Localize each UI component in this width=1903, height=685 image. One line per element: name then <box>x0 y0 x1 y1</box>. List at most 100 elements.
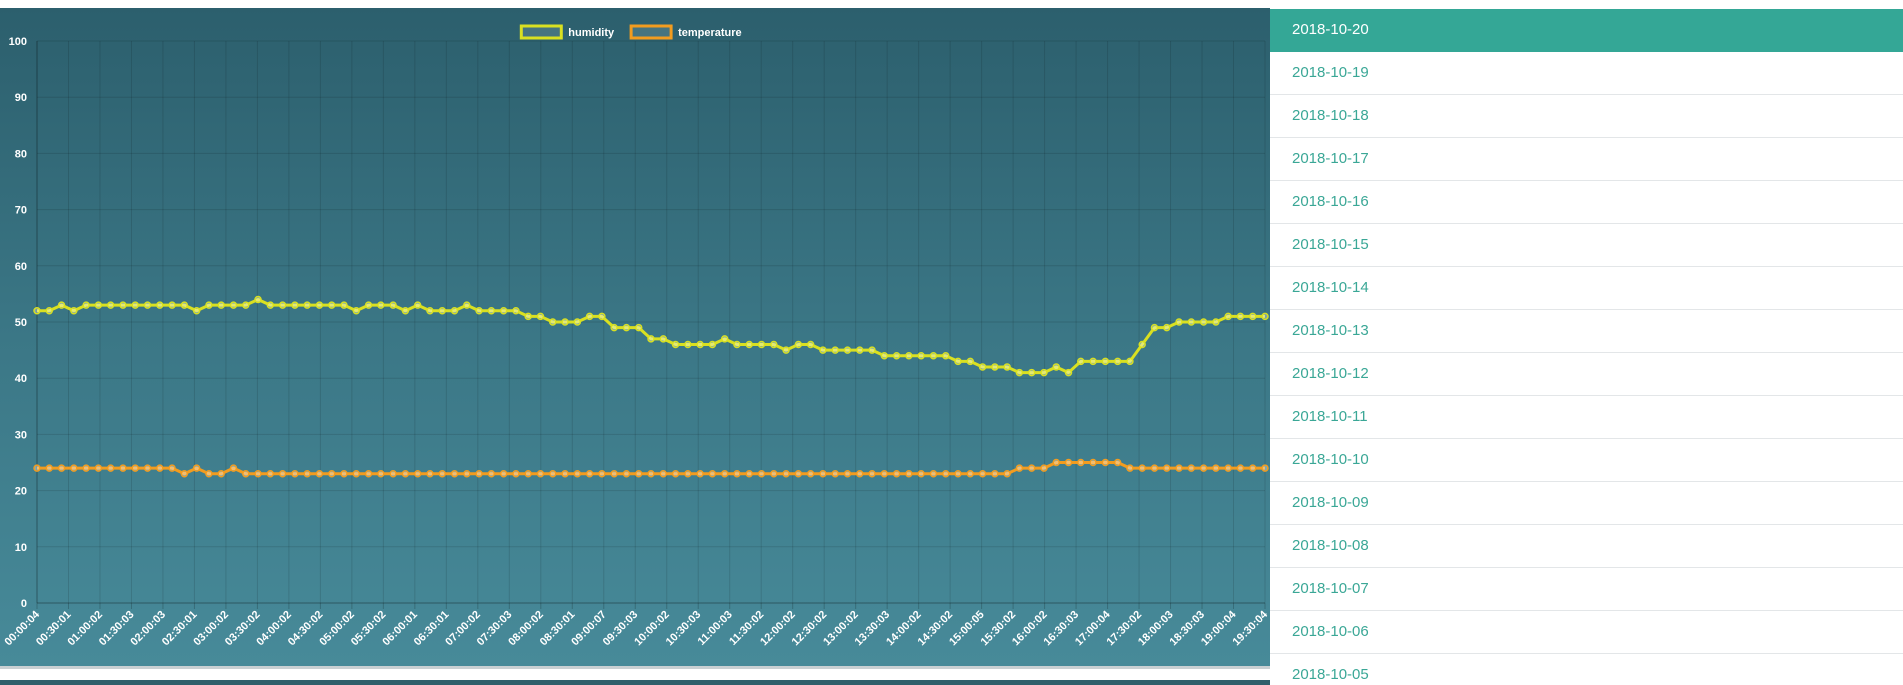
data-point-humidity[interactable] <box>561 318 569 326</box>
data-point-humidity[interactable] <box>180 301 189 309</box>
data-point-temperature[interactable] <box>1052 458 1060 467</box>
data-point-humidity[interactable] <box>389 301 397 309</box>
data-point-temperature[interactable] <box>892 469 901 478</box>
data-point-humidity[interactable] <box>880 351 889 360</box>
data-point-humidity[interactable] <box>57 301 66 309</box>
data-point-humidity[interactable] <box>438 307 446 315</box>
data-point-temperature[interactable] <box>561 469 569 478</box>
data-point-humidity[interactable] <box>806 340 815 349</box>
data-point-temperature[interactable] <box>106 464 115 472</box>
data-point-humidity[interactable] <box>782 346 790 354</box>
date-item-2018-10-17[interactable]: 2018-10-17 <box>1270 138 1903 181</box>
data-point-humidity[interactable] <box>475 307 483 315</box>
data-point-humidity[interactable] <box>843 346 852 354</box>
data-point-temperature[interactable] <box>70 464 78 472</box>
data-point-humidity[interactable] <box>536 312 545 321</box>
data-point-temperature[interactable] <box>794 469 803 478</box>
data-point-humidity[interactable] <box>1077 357 1085 366</box>
data-point-humidity[interactable] <box>1187 318 1196 326</box>
data-point-humidity[interactable] <box>1089 357 1097 366</box>
data-point-humidity[interactable] <box>229 301 238 309</box>
data-point-temperature[interactable] <box>156 464 164 472</box>
data-point-humidity[interactable] <box>610 323 618 332</box>
data-point-temperature[interactable] <box>929 469 938 478</box>
data-point-temperature[interactable] <box>684 469 692 478</box>
data-point-temperature[interactable] <box>291 469 299 478</box>
data-point-humidity[interactable] <box>242 301 250 309</box>
data-point-humidity[interactable] <box>856 346 864 354</box>
data-point-humidity[interactable] <box>1040 368 1048 377</box>
data-point-temperature[interactable] <box>573 469 582 478</box>
data-point-humidity[interactable] <box>1248 312 1257 321</box>
data-point-humidity[interactable] <box>1126 357 1134 366</box>
data-point-humidity[interactable] <box>1199 318 1208 326</box>
data-point-temperature[interactable] <box>843 469 852 478</box>
data-point-humidity[interactable] <box>549 318 557 326</box>
data-point-humidity[interactable] <box>377 301 385 309</box>
data-point-temperature[interactable] <box>831 469 839 478</box>
data-point-temperature[interactable] <box>610 469 618 478</box>
data-point-temperature[interactable] <box>205 469 213 478</box>
data-point-temperature[interactable] <box>426 469 434 478</box>
data-point-humidity[interactable] <box>1064 368 1073 377</box>
data-point-temperature[interactable] <box>475 469 483 478</box>
data-point-temperature[interactable] <box>954 469 962 478</box>
data-point-temperature[interactable] <box>880 469 889 478</box>
data-point-temperature[interactable] <box>991 469 999 478</box>
data-point-humidity[interactable] <box>499 307 508 315</box>
date-item-2018-10-18[interactable]: 2018-10-18 <box>1270 95 1903 138</box>
data-point-humidity[interactable] <box>1113 357 1122 366</box>
data-point-humidity[interactable] <box>45 307 54 315</box>
data-point-humidity[interactable] <box>794 340 803 349</box>
data-point-humidity[interactable] <box>1015 368 1024 377</box>
chart-legend[interactable]: humidity temperature <box>519 24 742 40</box>
data-point-temperature[interactable] <box>33 464 41 472</box>
data-point-humidity[interactable] <box>634 323 643 332</box>
data-point-temperature[interactable] <box>745 469 753 478</box>
data-point-temperature[interactable] <box>1101 458 1110 467</box>
data-point-humidity[interactable] <box>1101 357 1110 366</box>
data-point-humidity[interactable] <box>33 307 41 315</box>
data-point-temperature[interactable] <box>315 469 324 478</box>
legend-item-humidity[interactable]: humidity <box>519 24 615 40</box>
data-point-temperature[interactable] <box>978 469 987 478</box>
data-point-humidity[interactable] <box>364 301 373 309</box>
data-point-humidity[interactable] <box>1027 368 1036 377</box>
date-item-2018-10-12[interactable]: 2018-10-12 <box>1270 353 1903 396</box>
data-point-temperature[interactable] <box>499 469 508 478</box>
data-point-temperature[interactable] <box>1261 464 1269 472</box>
data-point-temperature[interactable] <box>659 469 668 478</box>
data-point-temperature[interactable] <box>733 469 741 478</box>
data-point-temperature[interactable] <box>966 469 975 478</box>
data-point-temperature[interactable] <box>327 469 336 478</box>
data-point-temperature[interactable] <box>1175 464 1183 472</box>
data-point-humidity[interactable] <box>106 301 115 309</box>
data-point-humidity[interactable] <box>168 301 176 309</box>
data-point-temperature[interactable] <box>671 469 680 478</box>
date-item-2018-10-06[interactable]: 2018-10-06 <box>1270 611 1903 654</box>
data-point-humidity[interactable] <box>868 346 876 354</box>
date-item-2018-10-05[interactable]: 2018-10-05 <box>1270 654 1903 685</box>
data-point-humidity[interactable] <box>585 312 594 321</box>
data-point-temperature[interactable] <box>303 469 311 478</box>
data-point-humidity[interactable] <box>1163 323 1171 332</box>
data-point-humidity[interactable] <box>143 301 152 309</box>
data-point-humidity[interactable] <box>70 307 78 315</box>
data-point-humidity[interactable] <box>647 335 655 343</box>
data-point-temperature[interactable] <box>192 464 201 472</box>
data-point-humidity[interactable] <box>819 346 827 354</box>
data-point-temperature[interactable] <box>1248 464 1257 472</box>
data-point-humidity[interactable] <box>1175 318 1183 326</box>
data-point-temperature[interactable] <box>868 469 876 478</box>
data-point-temperature[interactable] <box>696 469 704 478</box>
data-point-humidity[interactable] <box>205 301 213 309</box>
data-point-humidity[interactable] <box>1138 340 1146 349</box>
data-point-humidity[interactable] <box>119 301 127 309</box>
data-point-temperature[interactable] <box>389 469 397 478</box>
data-point-temperature[interactable] <box>647 469 655 478</box>
data-point-temperature[interactable] <box>1015 464 1024 472</box>
data-point-temperature[interactable] <box>524 469 532 478</box>
data-point-humidity[interactable] <box>524 312 532 321</box>
data-point-temperature[interactable] <box>82 464 90 472</box>
data-point-humidity[interactable] <box>598 312 606 321</box>
